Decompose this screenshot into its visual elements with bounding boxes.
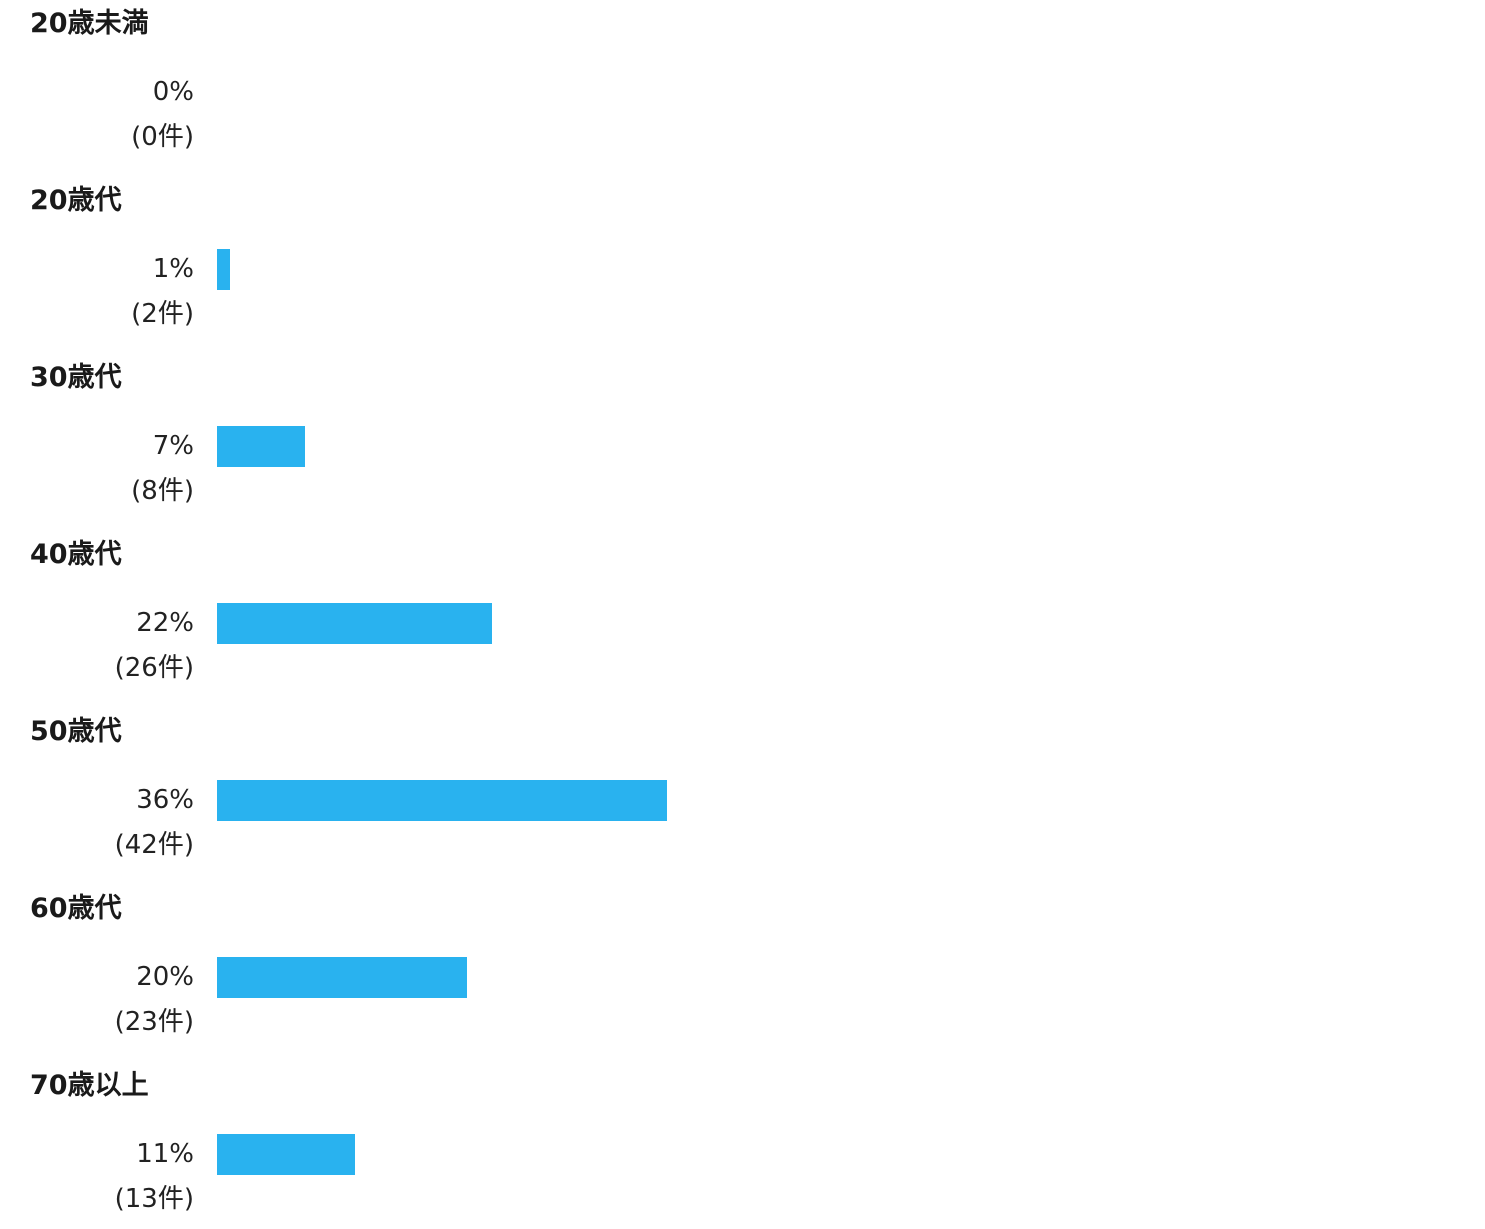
- percent-label: 20%: [136, 962, 194, 992]
- count-label: (0件): [131, 122, 194, 152]
- category-label: 50歳代: [30, 716, 122, 747]
- category-label: 20歳未満: [30, 8, 149, 39]
- bar: [217, 603, 492, 644]
- bar: [217, 249, 230, 290]
- count-label: (23件): [114, 1007, 194, 1037]
- bar: [217, 1134, 355, 1175]
- count-label: (13件): [114, 1184, 194, 1214]
- count-label: (2件): [131, 299, 194, 329]
- count-label: (8件): [131, 476, 194, 506]
- category-label: 40歳代: [30, 539, 122, 570]
- percent-label: 11%: [136, 1139, 194, 1169]
- category-label: 30歳代: [30, 362, 122, 393]
- percent-label: 7%: [152, 431, 194, 461]
- category-label: 60歳代: [30, 893, 122, 924]
- bar: [217, 426, 305, 467]
- category-label: 70歳以上: [30, 1070, 149, 1101]
- percent-label: 36%: [136, 785, 194, 815]
- percent-label: 0%: [152, 77, 194, 107]
- bar: [217, 957, 467, 998]
- category-label: 20歳代: [30, 185, 122, 216]
- count-label: (26件): [114, 653, 194, 683]
- percent-label: 22%: [136, 608, 194, 638]
- percent-label: 1%: [152, 254, 194, 284]
- count-label: (42件): [114, 830, 194, 860]
- bar: [217, 780, 667, 821]
